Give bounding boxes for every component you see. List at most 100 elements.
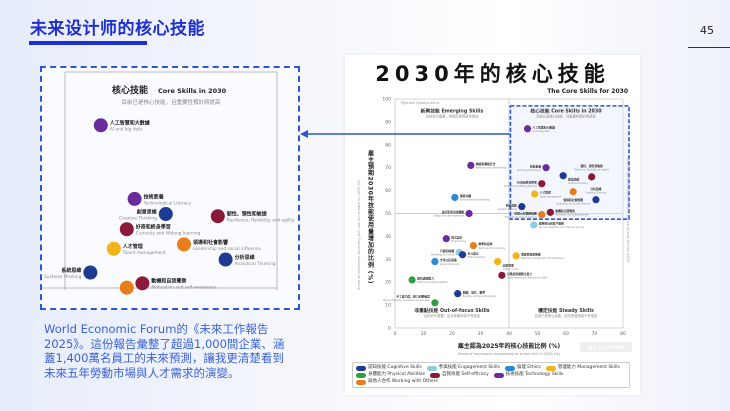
skill-point <box>454 290 462 298</box>
skill-point <box>458 251 467 259</box>
skill-label: 環境永續 <box>460 194 471 198</box>
legend-item: 技術技能 Technology Skills <box>493 372 563 378</box>
legend-swatch <box>429 372 440 378</box>
zoom-skill-label: 分析思維 <box>235 254 255 261</box>
legend-item: 自我效能 Self-efficacy <box>429 372 489 378</box>
y-tick-label: 70 <box>385 165 391 171</box>
skill-point <box>530 221 538 229</box>
quadrant-description: 目前尚不重要，但預計使用量會增加 <box>426 114 479 119</box>
legend-swatch <box>356 379 366 385</box>
skill-point <box>531 190 539 198</box>
zoom-skill-label-en: AI and big data <box>110 127 143 133</box>
skill-point <box>546 208 554 216</box>
body-text: World Economic Forum的《未來工作報告 2025》。這份報告彙… <box>44 322 334 380</box>
legend-label: 倫理 Ethics <box>516 365 541 370</box>
legend-label: 自我效能 Self-efficacy <box>441 372 489 377</box>
page-number: 45 <box>700 24 714 37</box>
zoom-skill-label-en: Motivation and self-awareness <box>151 285 217 291</box>
skill-label: 品質管理 <box>503 263 514 267</box>
legend-item: 管理能力 Management Skills <box>545 365 620 371</box>
skill-label: 資源管理和營運 <box>520 253 541 257</box>
zoom-skill-label: 人才管理 <box>122 243 143 250</box>
skill-label-en: Creative Thinking <box>568 182 588 185</box>
y-tick-label: 60 <box>385 188 391 194</box>
skill-label-en: Quality control <box>503 268 519 271</box>
skill-label-en: Talent management <box>540 195 562 198</box>
skill-point <box>559 172 567 180</box>
body-line: 蓋1,400萬名員工的未來預測，讓我更清楚看到 <box>44 351 284 365</box>
skill-label: 人工智慧和大數據 <box>532 125 556 129</box>
chart-subtitle: The Core Skills for 2030 <box>547 88 628 95</box>
skill-label-en: Sensory-processing abilities <box>417 281 448 284</box>
x-tick-label: 70 <box>592 331 598 337</box>
x-tick-label: 80 <box>620 331 626 337</box>
skill-point <box>431 299 439 307</box>
quadrant-description: 目前已是核心技能，且重要性預計將提高 <box>536 114 596 119</box>
legend-item: 參與技能 Engagement Skills <box>426 365 500 371</box>
skill-label-en: Design and user experience <box>433 215 464 218</box>
skill-point <box>518 203 526 211</box>
quadrant-description: 目前尚不重要，且未來使用量不會增加 <box>424 313 480 318</box>
title-underline <box>29 41 147 45</box>
zoom-skill-label: 人工智慧和大數據 <box>109 120 151 127</box>
legend-swatch <box>356 372 366 378</box>
skill-label: 全球公民意識 <box>439 258 457 262</box>
skill-point <box>542 164 550 172</box>
quadrant-title: 核心技能 Core Skills in 2030 <box>530 108 602 115</box>
watermark-box <box>580 342 632 352</box>
body-line: World Economic Forum的《未來工作報告 <box>44 322 269 336</box>
skill-label-en: Programming <box>451 240 466 243</box>
legend-item: 倫理 Ethics <box>504 365 541 371</box>
zoom-skill-label-en: Creative Thinking <box>119 215 157 221</box>
skill-label-en: Marketing and media <box>431 254 455 257</box>
body-line: 2025》。這份報告彙整了超過1,000間企業、涵 <box>44 336 285 351</box>
skill-label: 行銷和媒體 <box>439 249 454 253</box>
y-axis-label: 雇主預期2030年技能使用量增加的比例 (%) <box>367 149 375 284</box>
chart-title: 2030年的核心技能 <box>375 62 610 86</box>
zoom-skill-label-en: Technological Literacy <box>143 200 192 206</box>
skill-point <box>431 257 439 266</box>
chart-source: Source: World Economic Forum, Future of … <box>626 158 630 263</box>
core-skills-highlight-box <box>509 105 630 221</box>
skill-label: 服務導向和客戶服務 <box>539 222 564 226</box>
skill-label-en: Service orientation and customer service <box>539 226 585 229</box>
y-tick-label: 50 <box>385 211 391 217</box>
zoom-skill-label: 好奇和終身學習 <box>135 224 171 231</box>
x-tick-label: 20 <box>449 331 455 337</box>
skill-point <box>592 196 600 204</box>
skill-label: 領導和社會影響 <box>563 198 583 202</box>
legend-swatch <box>504 365 515 371</box>
skill-point <box>512 252 520 260</box>
legend-label: 認知技能 Cognitive Skills <box>368 365 422 370</box>
skill-point <box>498 271 506 279</box>
quadrant-title: 穩定技能 Steady Skills <box>537 307 594 314</box>
skill-label-en: Systems thinking <box>498 208 517 211</box>
skill-label-en: Dependability and attention to detail <box>507 277 548 280</box>
skill-label-en: Networks and cybersecurity <box>476 167 507 170</box>
zoom-subtitle: 目前已是核心技能，且重要性預計將提高 <box>121 98 221 106</box>
zoom-skill-label-en: Talent management <box>122 250 166 256</box>
zoom-skill-label-en: Systems thinking <box>44 274 81 280</box>
legend-item: 身體能力 Physical Abilities <box>356 372 425 378</box>
skill-label-en: AI and big data <box>533 130 550 133</box>
zoom-skill-point <box>177 237 191 252</box>
zoom-skill-label: 動機和自我覺察 <box>151 278 187 285</box>
zoom-skill-point <box>119 280 134 295</box>
zoom-skill-label: 創意思維 <box>136 208 157 215</box>
zoom-skill-point <box>135 276 150 291</box>
quadrant-title: 非重點技能 Out-of-focus Skills <box>414 307 489 314</box>
zoom-skill-point <box>119 222 134 237</box>
chart-card <box>345 55 640 395</box>
skill-label: 教學和指導 <box>477 242 492 246</box>
y-tick-label: 90 <box>385 119 391 125</box>
skill-label-en: Resilience, flexibility and agility <box>574 168 609 171</box>
skill-label: 設計和使用者體驗 <box>442 210 465 214</box>
skill-label: 程式設計 <box>451 235 462 239</box>
zoom-skill-label-en: Resilience, flexibility and agility <box>227 218 295 224</box>
skill-label: 同理心和積極傾聽 <box>514 211 537 215</box>
skill-point <box>588 173 596 181</box>
skill-label: 可靠度與細節注意力 <box>507 272 532 276</box>
skill-label: 多元語言 <box>468 251 479 255</box>
quadrant-title: 新興技能 Emerging Skills <box>421 108 484 115</box>
zoom-skill-label-en: Analytical Thinking <box>235 261 276 267</box>
